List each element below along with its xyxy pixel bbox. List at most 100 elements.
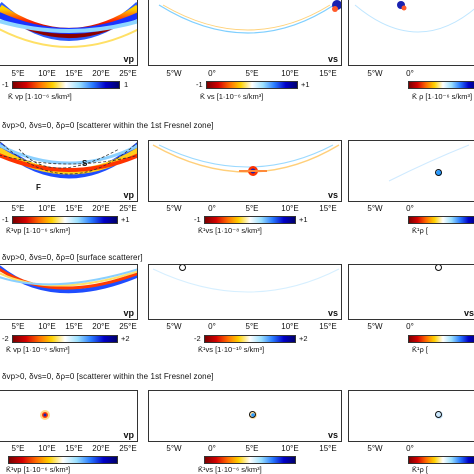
- kernel-panel-vp-row3: vp: [0, 264, 138, 320]
- kernel-label: K̄ vp [1·10⁻⁶ s/km³]: [6, 345, 70, 354]
- tick-label: 20°E: [92, 69, 110, 78]
- panel-tag: vp: [123, 430, 134, 440]
- x-axis-ticks: 5°E 10°E 15°E 20°E 25°E: [0, 204, 140, 214]
- kernel-label: K̄¹vs [1·10⁻⁸ s/km³]: [198, 226, 262, 235]
- tick-label: 0°: [208, 322, 216, 331]
- tick-label: 5°E: [11, 322, 25, 331]
- tick-label: 5°W: [367, 69, 383, 78]
- colorbar: [12, 216, 118, 224]
- tick-label: 20°E: [92, 322, 110, 331]
- colorbar-min-label: -1: [2, 80, 9, 89]
- colorbar-max-label: +2: [299, 334, 308, 343]
- tick-label: 5°E: [245, 444, 259, 453]
- colorbar-min-label: -1: [196, 80, 203, 89]
- tick-label: 5°E: [245, 322, 259, 331]
- panel-tag: vp: [123, 54, 134, 64]
- kernel-label: K̄ vp [1·10⁻⁶ s/km³]: [8, 92, 72, 101]
- colorbar: [408, 456, 474, 464]
- x-axis-ticks: 5°W 0° 5°E 10°E 15°E: [148, 69, 342, 79]
- x-axis-ticks: 5°W 0°: [348, 444, 474, 454]
- tick-label: 5°W: [367, 444, 383, 453]
- tick-label: 15°E: [65, 204, 83, 213]
- panel-tag: vp: [123, 190, 134, 200]
- colorbar: [8, 456, 118, 464]
- scatterer-marker: [179, 265, 186, 271]
- colorbar-max-label: +1: [301, 80, 310, 89]
- colorbar: [408, 81, 474, 89]
- colorbar: [12, 335, 118, 343]
- scatterer-marker: [435, 411, 442, 418]
- tick-label: 25°E: [119, 444, 137, 453]
- tick-label: 5°W: [166, 204, 182, 213]
- kernel-panel-vs-row1: vs: [148, 0, 342, 66]
- tick-label: 25°E: [119, 204, 137, 213]
- x-axis-ticks: 5°W 0° 5°E 10°E 15°E: [148, 444, 342, 454]
- tick-label: 5°W: [166, 444, 182, 453]
- scatterer-marker: [249, 411, 256, 418]
- x-axis-ticks: 5°W 0°: [348, 322, 474, 332]
- label-f: F: [36, 183, 41, 192]
- tick-label: 10°E: [38, 322, 56, 331]
- kernel-panel-rho-row4: [348, 390, 474, 442]
- colorbar: [204, 216, 296, 224]
- tick-label: 10°E: [281, 69, 299, 78]
- tick-label: 10°E: [38, 204, 56, 213]
- scatterer-marker: [435, 169, 442, 176]
- tick-label: 5°E: [11, 204, 25, 213]
- tick-label: 0°: [406, 204, 414, 213]
- kernel-label: K̄¹vp [1·10⁻⁶ s/km³]: [6, 465, 71, 474]
- tick-label: 15°E: [319, 322, 337, 331]
- kernel-panel-vs-row2: vs: [148, 140, 342, 202]
- colorbar: [408, 216, 474, 224]
- tick-label: 5°E: [245, 204, 259, 213]
- colorbar-min-label: -1: [2, 215, 9, 224]
- panel-tag: vp: [123, 308, 134, 318]
- colorbar: [204, 456, 296, 464]
- tick-label: 15°E: [319, 204, 337, 213]
- kernel-panel-vp-row4: vp: [0, 390, 138, 442]
- colorbar-max-label: +1: [299, 215, 308, 224]
- colorbar-min-label: -2: [2, 334, 9, 343]
- tick-label: 5°W: [367, 322, 383, 331]
- kernel-label: K̄¹vs [1·10⁻¹⁰ s/km³]: [198, 345, 265, 354]
- tick-label: 5°E: [11, 69, 25, 78]
- kernel-panel-rho-row1: [348, 0, 474, 66]
- tick-label: 0°: [208, 69, 216, 78]
- tick-label: 25°E: [119, 322, 137, 331]
- x-axis-ticks: 5°E 10°E 15°E 20°E 25°E: [0, 444, 140, 454]
- condition-caption: δvp>0, δvs=0, δρ=0 [scatterer within the…: [2, 372, 214, 381]
- kernel-panel-vs-row4: vs: [148, 390, 342, 442]
- panel-tag: vs: [463, 308, 474, 318]
- tick-label: 0°: [208, 444, 216, 453]
- tick-label: 5°E: [11, 444, 25, 453]
- tick-label: 15°E: [65, 322, 83, 331]
- colorbar-max-label: +1: [121, 215, 130, 224]
- condition-caption: δvp>0, δvs=0, δρ=0 [surface scatterer]: [2, 253, 143, 262]
- tick-label: 5°W: [166, 69, 182, 78]
- kernel-panel-rho-row2: [348, 140, 474, 202]
- colorbar: [204, 335, 296, 343]
- tick-label: 10°E: [38, 444, 56, 453]
- tick-label: 10°E: [281, 322, 299, 331]
- colorbar: [206, 81, 298, 89]
- colorbar-max-label: +2: [121, 334, 130, 343]
- colorbar-max-label: 1: [124, 80, 129, 89]
- tick-label: 20°E: [92, 204, 110, 213]
- kernel-panel-vp-row2: S F vp: [0, 140, 138, 202]
- colorbar-min-label: -1: [194, 215, 201, 224]
- tick-label: 25°E: [119, 69, 137, 78]
- panel-tag: vs: [327, 54, 338, 64]
- tick-label: 0°: [406, 444, 414, 453]
- kernel-label: K̄¹vp [1·10⁻⁶ s/km³]: [6, 226, 71, 235]
- tick-label: 10°E: [38, 69, 56, 78]
- x-axis-ticks: 5°W 0°: [348, 69, 474, 79]
- kernel-panel-vs-row3: vs: [148, 264, 342, 320]
- x-axis-ticks: 5°W 0° 5°E 10°E 15°E: [148, 204, 342, 214]
- panel-tag: vs: [327, 190, 338, 200]
- x-axis-ticks: 5°W 0°: [348, 204, 474, 214]
- label-s: S: [82, 159, 88, 168]
- tick-label: 0°: [208, 204, 216, 213]
- tick-label: 20°E: [92, 444, 110, 453]
- x-axis-ticks: 5°E 10°E 15°E 20°E 25°E: [0, 322, 140, 332]
- tick-label: 5°W: [166, 322, 182, 331]
